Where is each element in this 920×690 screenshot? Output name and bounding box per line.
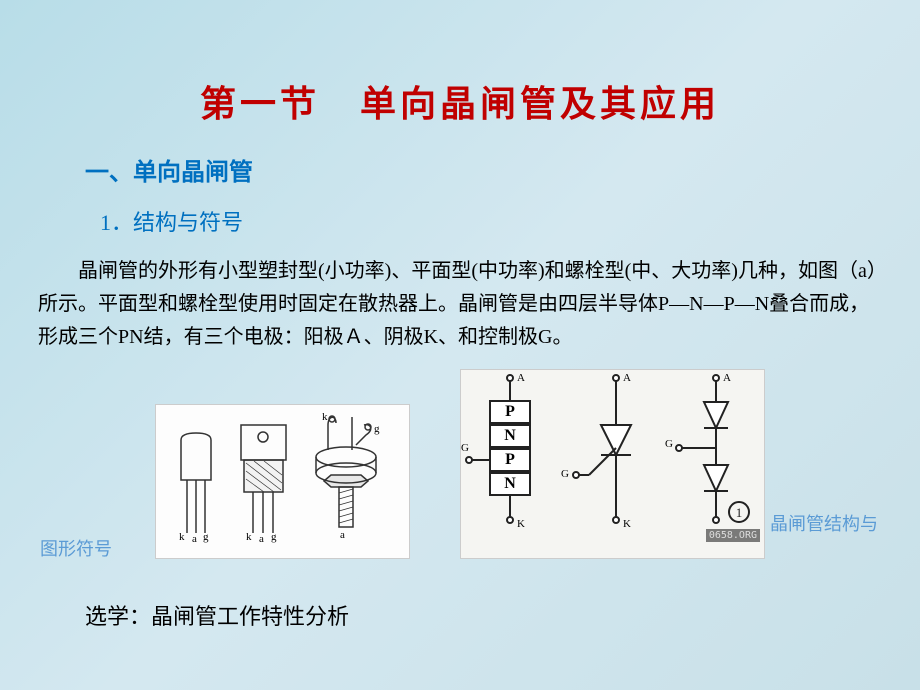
fig-b-sym-g: G: [561, 468, 569, 480]
fig-a-p1-a: a: [192, 533, 197, 545]
fig-a-p1-g: g: [203, 531, 209, 543]
fig-a-p2-k: k: [246, 531, 252, 543]
fig-a-p3-k: k: [322, 411, 328, 423]
watermark: 0658.ORG: [706, 529, 760, 542]
fig-b-sym-a: A: [623, 372, 631, 384]
fig-b-stack-k: K: [517, 518, 525, 530]
fig-b-stack-a: A: [517, 372, 525, 384]
optional-study-note: 选学：晶闸管工作特性分析: [85, 599, 920, 631]
heading-section: 一、单向晶闸管: [85, 152, 920, 187]
body-paragraph: 晶闸管的外形有小型塑封型(小功率)、平面型(中功率)和螺栓型(中、大功率)几种，…: [38, 255, 882, 354]
fig-a-p2-g: g: [271, 531, 277, 543]
fig-b-eq-g: G: [665, 438, 673, 450]
figure-caption-part1: 晶闸管结构与: [770, 510, 878, 536]
figure-caption-part2: 图形符号: [40, 535, 112, 561]
svg-text:1: 1: [736, 505, 743, 520]
heading-subsection: 1．结构与符号: [100, 205, 920, 237]
fig-a-p2-a: a: [259, 533, 264, 545]
fig-b-eq-a: A: [723, 372, 731, 384]
fig-a-p3-a: a: [340, 529, 345, 541]
fig-a-p3-g: g: [374, 423, 380, 435]
slide-title: 第一节 单向晶闸管及其应用: [0, 0, 920, 127]
figure-structure-symbols: P N P N: [460, 369, 765, 559]
fig-b-stack-g: G: [461, 442, 469, 454]
figure-packages: k a g k a g k g a: [155, 404, 410, 559]
fig-b-sym-k: K: [623, 518, 631, 530]
fig-a-p1-k: k: [179, 531, 185, 543]
